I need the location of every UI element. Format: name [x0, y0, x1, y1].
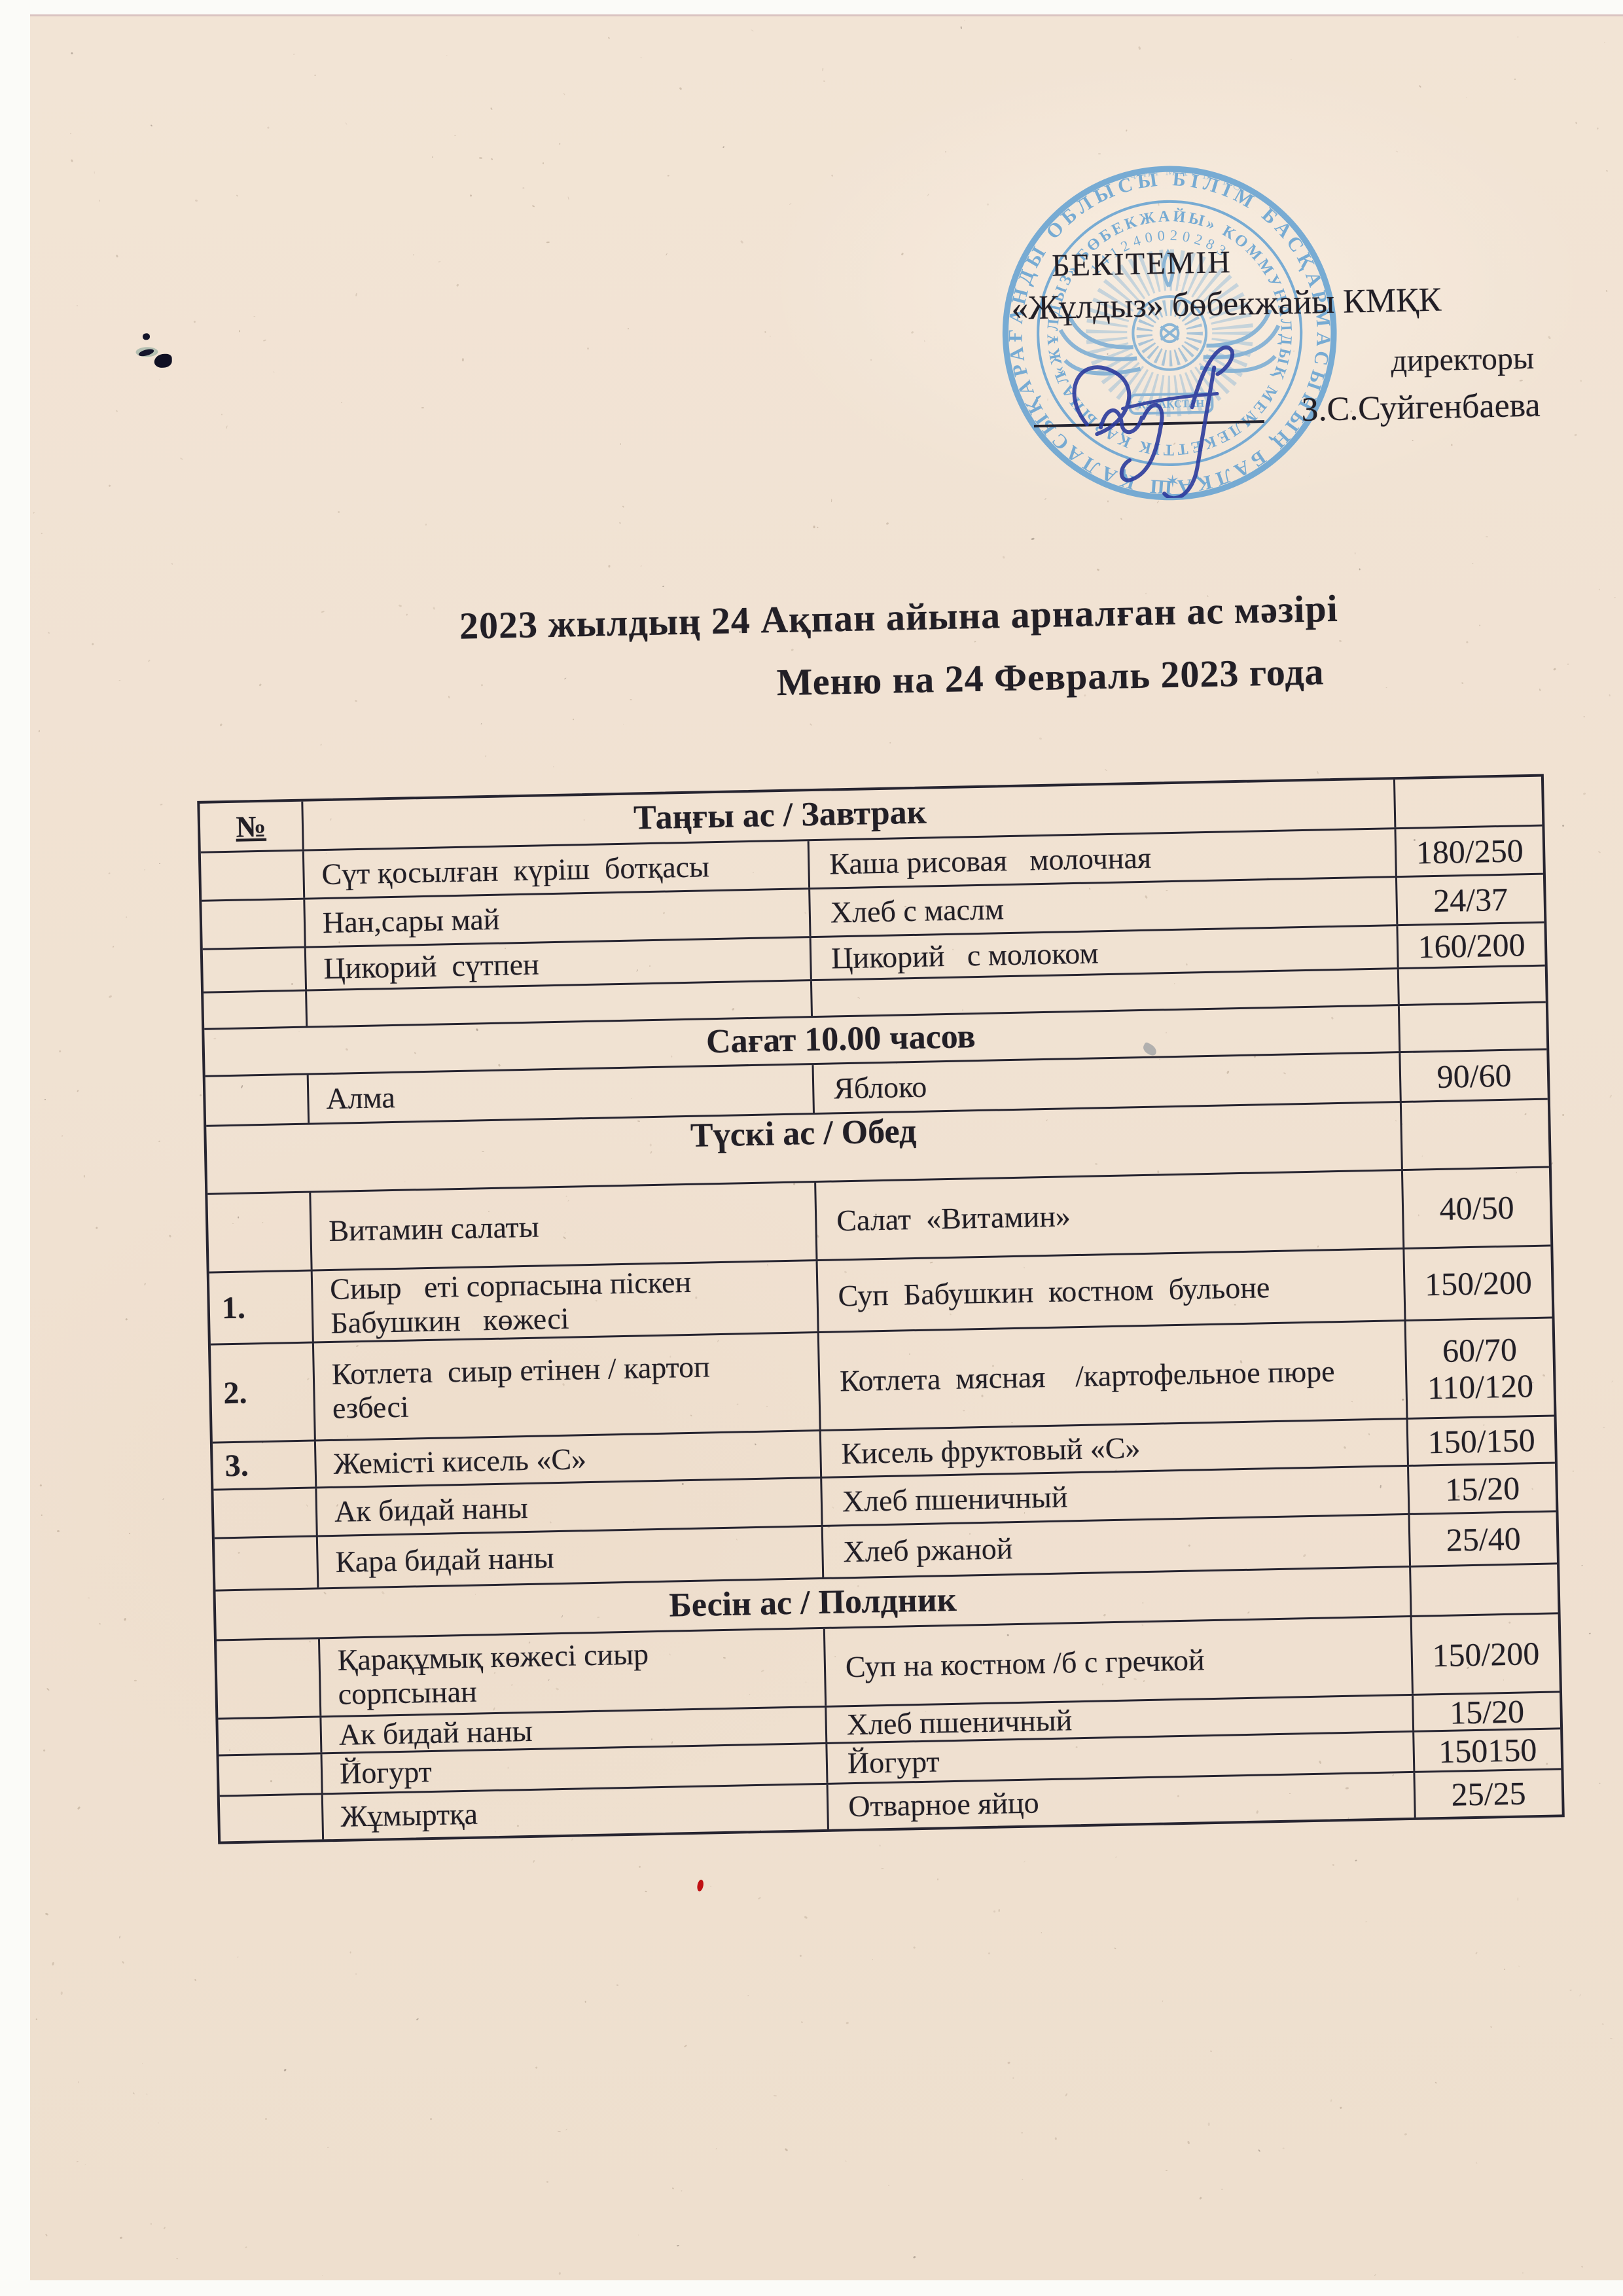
row-number-cell — [214, 1537, 319, 1590]
ink-blot — [154, 353, 172, 368]
row-number-cell — [219, 1795, 325, 1842]
portion-cell: 25/40 — [1446, 1520, 1522, 1558]
approval-word: БЕКІТЕМІН — [1051, 245, 1232, 283]
row-number-cell — [202, 899, 306, 948]
portion-cell — [1402, 1100, 1549, 1169]
portion-cell: 150150 — [1438, 1731, 1537, 1770]
portion-cell: 15/20 — [1444, 1469, 1520, 1508]
dish-name-kazakh-cell: Сиыр еті сорпасына піскен Бабушкин көжес… — [312, 1261, 819, 1342]
row-number-cell: 3. — [212, 1441, 317, 1489]
portion-cell: 25/25 — [1451, 1774, 1527, 1813]
dish-name-kazakh-cell: Нан,сары май — [305, 889, 812, 946]
dish-name-kazakh-cell: Жұмыртқа — [323, 1784, 829, 1840]
row-number-cell — [207, 1193, 313, 1272]
row-number-cell: 1. — [209, 1271, 314, 1344]
paper-speck — [1605, 290, 1608, 293]
row-number-cell — [205, 1075, 310, 1125]
portion-cell — [1411, 1564, 1558, 1615]
row-number-cell — [200, 851, 306, 900]
dish-name-russian-cell: Котлета мясная /картофельное пюре — [819, 1321, 1408, 1429]
paper-sheet — [30, 14, 1623, 2280]
ink-blot — [142, 333, 151, 340]
portion-cell — [1399, 967, 1546, 1004]
portion-cell: 24/37 — [1433, 880, 1508, 919]
row-number-cell — [204, 991, 308, 1028]
portion-cell — [1400, 1003, 1546, 1051]
paper-speck — [1605, 170, 1608, 172]
dish-name-kazakh-cell: Ак бидай наны — [317, 1478, 823, 1535]
document-title-kk: 2023 жылдың 24 Ақпан айына арналған ас м… — [459, 586, 1339, 647]
official-round-stamp: ҚАРАҒАНДЫ ОБЛЫСЫ БІЛІМ БАСҚАРМАСЫНЫҢ БАЛ… — [993, 157, 1338, 503]
portion-cell: 40/50 — [1439, 1189, 1515, 1227]
dish-name-kazakh-cell: Кара бидай наны — [317, 1526, 825, 1588]
row-number-cell — [218, 1717, 323, 1755]
row-number-cell — [213, 1488, 318, 1537]
portion-cell: 150/200 — [1424, 1263, 1533, 1302]
director-position: директоры — [1390, 340, 1535, 379]
dish-name-kazakh-cell: Сүт қосылған күріш ботқасы — [304, 841, 811, 898]
portion-cell: 180/250 — [1416, 831, 1524, 871]
portion-cell: 150/150 — [1427, 1421, 1536, 1460]
portion-cell: 160/200 — [1418, 925, 1526, 965]
handwritten-signature — [1072, 345, 1235, 501]
row-number-cell: 2. — [210, 1343, 316, 1442]
dish-name-russian-cell: Суп на костном /б с гречкой — [825, 1617, 1414, 1706]
dish-name-kazakh-cell: Витамин салаты — [311, 1183, 818, 1270]
dish-name-russian-cell: Салат «Витамин» — [816, 1171, 1405, 1260]
red-ink-dot — [696, 1879, 705, 1892]
portion-cell: 90/60 — [1436, 1056, 1512, 1095]
row-number-cell — [219, 1754, 323, 1795]
dish-name-kazakh-cell: Котлета сиыр етінен / картоп езбесі — [313, 1333, 821, 1440]
portion-cell: 60/70 110/120 — [1427, 1331, 1534, 1406]
dish-name-kazakh-cell: Алма — [308, 1065, 815, 1123]
dish-name-kazakh-cell: Жемісті кисель «С» — [315, 1431, 823, 1487]
signatory-name: З.С.Суйгенбаева — [1300, 386, 1541, 429]
portion-cell: 150/200 — [1431, 1634, 1540, 1674]
dish-name-kazakh-cell: Қарақұмық көжесі сиыр сорпсынан — [319, 1628, 827, 1716]
menu-table: № Таңғы ас / Завтрак Сүт қосылған күріш бо… — [197, 774, 1565, 1844]
stamp-mid-circle — [1037, 200, 1303, 467]
paper-edge — [30, 14, 1623, 16]
document-title-ru: Меню на 24 Февраль 2023 года — [776, 650, 1325, 704]
row-number-cell — [217, 1639, 322, 1718]
row-number-cell — [202, 948, 308, 992]
portion-cell: 15/20 — [1449, 1693, 1525, 1731]
stamp-star-icon: ✶ — [1165, 471, 1180, 491]
paper-speck — [1613, 596, 1616, 598]
paper-speck — [1603, 41, 1605, 44]
organization-name: «Жұлдыз» бөбекжайы КМҚК — [1010, 281, 1442, 327]
number-column-header: № — [200, 801, 304, 852]
portion-cell — [1395, 777, 1542, 827]
dish-name-russian-cell: Суп Бабушкин костном бульоне — [817, 1249, 1406, 1331]
